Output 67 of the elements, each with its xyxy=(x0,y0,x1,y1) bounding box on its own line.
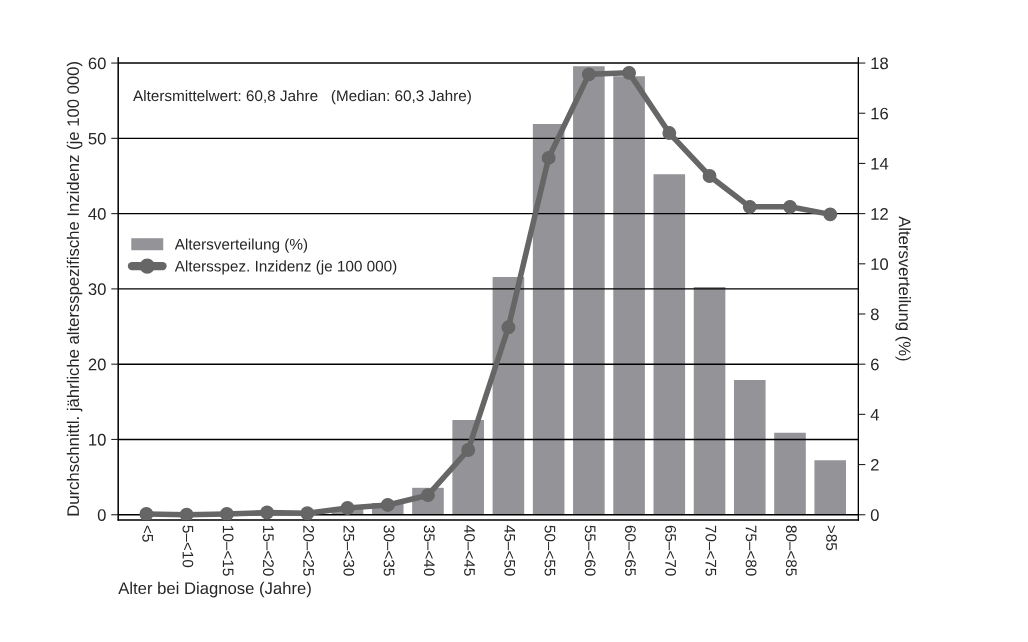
y-axis-title: Durchschnittl. jährliche altersspezifische Inzidenz (je 100 000) xyxy=(66,62,83,516)
y2-tick-label: 2 xyxy=(871,458,879,471)
point xyxy=(501,320,516,335)
y2-tick-label: 10 xyxy=(871,258,889,271)
x-tick-label: >85 xyxy=(826,525,837,551)
y-tick-label: 10 xyxy=(89,433,106,446)
bar xyxy=(571,64,607,516)
legend-label: Altersspez. Inzidenz (je 100 000) xyxy=(174,260,397,275)
y-tick-label: 50 xyxy=(88,132,106,145)
x-tick-label: 10–<15 xyxy=(222,526,234,576)
x-tick-label: 80–<85 xyxy=(785,525,797,576)
bar xyxy=(692,285,727,516)
point xyxy=(581,67,596,82)
point xyxy=(823,207,838,222)
point xyxy=(139,507,154,521)
point xyxy=(541,150,556,165)
bar xyxy=(772,431,808,516)
bar xyxy=(652,172,687,516)
point xyxy=(260,505,275,520)
x-tick-label: 75–<80 xyxy=(745,525,757,576)
x-tick-label: 50–<55 xyxy=(544,525,556,576)
x-tick-label: 60–<65 xyxy=(624,525,636,576)
x-tick-label: 5–<10 xyxy=(182,525,194,568)
y2-tick-label: 6 xyxy=(871,358,879,371)
x-tick-label: 40–<45 xyxy=(464,525,475,576)
y2-axis-title: Altersverteilung (%) xyxy=(895,216,911,361)
x-tick-label: 35–<40 xyxy=(423,525,435,576)
x-tick-label: 30–<35 xyxy=(383,525,395,576)
y-tick-label: 40 xyxy=(88,208,106,220)
bar xyxy=(531,122,566,516)
x-tick-label: 70–<75 xyxy=(705,525,717,576)
bar xyxy=(611,74,647,516)
point xyxy=(783,199,797,214)
x-tick-label: 55–<60 xyxy=(584,525,596,576)
point xyxy=(702,169,717,183)
y2-tick-label: 14 xyxy=(871,158,889,170)
y-tick-label: 30 xyxy=(88,283,106,296)
point xyxy=(380,498,395,512)
point xyxy=(461,443,476,457)
y-tick-label: 20 xyxy=(88,358,106,371)
point xyxy=(219,507,234,521)
point xyxy=(340,501,355,515)
y2-tick-label: 16 xyxy=(871,107,888,120)
point xyxy=(300,506,315,521)
point xyxy=(662,126,677,141)
bar xyxy=(491,275,526,516)
y2-tick-label: 18 xyxy=(871,57,888,70)
x-tick-label: 45–<50 xyxy=(504,525,516,576)
y2-tick-label: 4 xyxy=(870,408,879,421)
x-tick-label: 25–<30 xyxy=(343,525,355,576)
annotation: Altersmittelwert: 60,8 Jahre (Median: 60,3 Jahre) xyxy=(133,89,471,105)
y-tick-label: 60 xyxy=(88,57,106,70)
legend-label: Altersverteilung (%) xyxy=(174,238,308,253)
x-tick-label: 15–<20 xyxy=(262,526,274,576)
point xyxy=(622,65,637,80)
x-axis-title: Alter bei Diagnose (Jahre) xyxy=(118,581,311,598)
y2-tick-label: 8 xyxy=(870,308,879,321)
point xyxy=(179,507,194,521)
x-tick-label: <5 xyxy=(142,525,153,542)
bar xyxy=(813,458,848,516)
point xyxy=(742,199,757,214)
x-tick-label: 65–<70 xyxy=(665,525,677,576)
y2-tick-label: 0 xyxy=(870,509,879,521)
y-tick-label: 0 xyxy=(97,509,106,521)
bar xyxy=(732,378,767,516)
y2-tick-label: 12 xyxy=(871,208,888,220)
x-tick-label: 20–<25 xyxy=(303,525,314,576)
